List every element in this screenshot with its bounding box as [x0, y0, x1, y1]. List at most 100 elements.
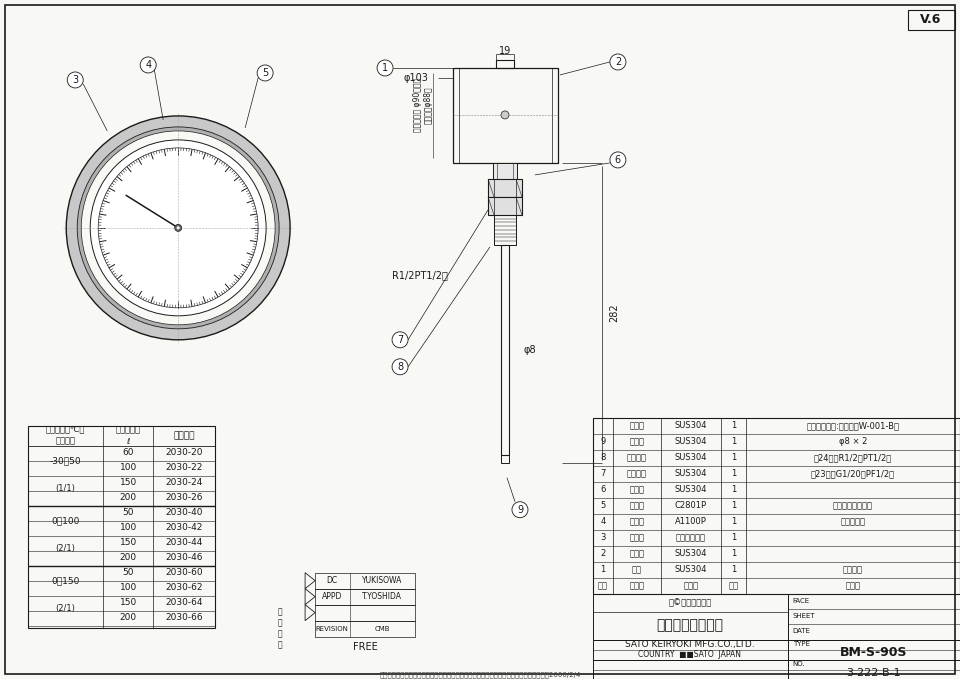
Text: 1: 1	[731, 565, 736, 574]
Bar	[315, 589, 415, 605]
Text: 2030-64: 2030-64	[165, 598, 203, 607]
Wedge shape	[77, 127, 279, 329]
Circle shape	[392, 332, 408, 348]
Text: 1: 1	[731, 501, 736, 510]
Text: 締付ネジ: 締付ネジ	[627, 469, 647, 478]
Text: 150: 150	[120, 478, 137, 488]
Bar	[315, 605, 415, 621]
Text: 1: 1	[600, 565, 606, 574]
Circle shape	[392, 359, 408, 375]
Circle shape	[177, 226, 180, 230]
Text: 1: 1	[731, 437, 736, 446]
Text: （©在庫限格品）: （©在庫限格品）	[668, 598, 711, 607]
Text: 4: 4	[600, 517, 606, 526]
Text: DC: DC	[326, 576, 338, 585]
Text: REVISION: REVISION	[316, 625, 348, 631]
Bar	[493, 163, 517, 179]
Text: ケース: ケース	[630, 549, 644, 558]
Text: 1: 1	[731, 454, 736, 462]
Text: 記　事: 記 事	[846, 581, 860, 590]
Text: 品　名: 品 名	[630, 581, 644, 590]
Text: 2030-46: 2030-46	[165, 553, 203, 562]
Text: 帣23六角G1/20（PF1/2）: 帣23六角G1/20（PF1/2）	[811, 469, 895, 478]
Text: 2030-22: 2030-22	[165, 463, 203, 472]
Text: SUS304: SUS304	[675, 469, 708, 478]
Text: 感温部: 感温部	[630, 437, 644, 446]
Bar	[501, 245, 509, 455]
Text: A1100P: A1100P	[675, 517, 707, 526]
Text: 1: 1	[731, 469, 736, 478]
Text: 100: 100	[120, 463, 137, 472]
Text: 6: 6	[600, 485, 606, 494]
Text: 1: 1	[731, 517, 736, 526]
Text: 2030-44: 2030-44	[165, 538, 203, 547]
Bar	[593, 640, 788, 659]
Text: 保護管: 保護管	[630, 421, 644, 430]
Bar	[494, 215, 516, 245]
Text: 50: 50	[123, 568, 134, 577]
Bar	[501, 455, 509, 463]
Text: R1/2PT1/2）: R1/2PT1/2）	[392, 270, 448, 280]
Text: 黒色　先端部橙色: 黒色 先端部橙色	[832, 501, 873, 510]
Text: 100: 100	[120, 583, 137, 592]
Circle shape	[377, 60, 393, 76]
Text: SUS304: SUS304	[675, 565, 708, 574]
Text: 訂
正
事
項: 訂 正 事 項	[277, 608, 282, 650]
Text: 100: 100	[120, 524, 137, 532]
Circle shape	[257, 65, 273, 81]
Text: 7: 7	[600, 469, 606, 478]
Text: 取付ネジ: 取付ネジ	[627, 454, 647, 462]
Text: 2030-24: 2030-24	[165, 478, 203, 488]
Text: 200: 200	[120, 553, 136, 562]
Text: 本図面の内容を承認なしに利用しないで下さい　変更する場合は事前にご連絡ください。2000/2/4: 本図面の内容を承認なしに利用しないで下さい 変更する場合は事前にご連絡ください。…	[379, 672, 581, 678]
Text: 2030-66: 2030-66	[165, 613, 203, 622]
Text: YUKISOWA: YUKISOWA	[362, 576, 402, 585]
Bar	[788, 659, 960, 679]
Circle shape	[512, 502, 528, 517]
Text: 4: 4	[145, 60, 152, 70]
Text: 1: 1	[731, 549, 736, 558]
Text: 19: 19	[499, 46, 511, 56]
Text: 2030-20: 2030-20	[165, 448, 203, 457]
Text: 3: 3	[600, 533, 606, 543]
Text: 2030-62: 2030-62	[165, 583, 203, 592]
Bar	[593, 593, 788, 640]
Bar	[488, 179, 522, 197]
Text: 2030-26: 2030-26	[165, 493, 203, 502]
Text: φ8 × 2: φ8 × 2	[839, 437, 867, 446]
Text: 5: 5	[262, 68, 268, 78]
Text: 1: 1	[731, 421, 736, 430]
Text: SUS304: SUS304	[675, 549, 708, 558]
Wedge shape	[66, 116, 290, 340]
Text: (2/1): (2/1)	[56, 604, 75, 613]
Text: 普通板ガラス: 普通板ガラス	[676, 533, 706, 543]
Text: SUS304: SUS304	[675, 485, 708, 494]
Text: 2030-60: 2030-60	[165, 568, 203, 577]
Bar	[593, 418, 960, 593]
Circle shape	[90, 140, 266, 316]
Text: APPD: APPD	[322, 592, 343, 601]
Text: 1: 1	[731, 485, 736, 494]
Text: BM-S-90S: BM-S-90S	[840, 646, 907, 659]
Text: FREE: FREE	[352, 642, 377, 652]
Text: FACE: FACE	[793, 598, 810, 604]
Circle shape	[140, 57, 156, 73]
Text: -30～50: -30～50	[49, 456, 81, 465]
Text: 50: 50	[123, 508, 134, 517]
Text: （オプション:図面番号W-001-B）: （オプション:図面番号W-001-B）	[806, 421, 900, 430]
Text: 8: 8	[397, 362, 403, 372]
Text: ダイヤル径 φ90度適）
（可視径φ88）: ダイヤル径 φ90度適） （可視径φ88）	[413, 78, 433, 132]
Text: C2801P: C2801P	[675, 501, 707, 510]
Circle shape	[610, 152, 626, 168]
Text: 0～150: 0～150	[51, 576, 80, 585]
Text: 3: 3	[72, 75, 79, 85]
Text: 目盛板: 目盛板	[630, 517, 644, 526]
Text: バイタル式温度計: バイタル式温度計	[657, 619, 724, 633]
Text: SATO KEIRYOKI MFG.CO.,LTD.: SATO KEIRYOKI MFG.CO.,LTD.	[625, 640, 755, 649]
Text: 60: 60	[123, 448, 134, 457]
Bar	[593, 659, 788, 679]
Text: 材　質: 材 質	[684, 581, 698, 590]
Text: 2030-42: 2030-42	[165, 524, 203, 532]
Text: 1: 1	[731, 533, 736, 543]
Text: 200: 200	[120, 613, 136, 622]
